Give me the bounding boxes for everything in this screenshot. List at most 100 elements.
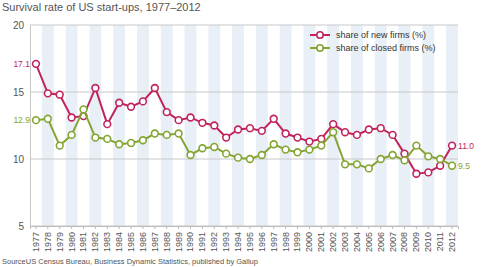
- x-tick-label: 1977: [31, 232, 41, 252]
- x-tick: 1984: [114, 226, 124, 252]
- x-tick: 2011: [435, 226, 445, 251]
- x-tick-label: 1987: [150, 232, 160, 252]
- x-tick-label: 1999: [292, 232, 302, 252]
- x-tick-label: 1998: [280, 232, 290, 252]
- x-tick-mark: [238, 226, 239, 229]
- x-tick: 1995: [245, 226, 255, 252]
- x-tick-label: 1983: [102, 232, 112, 252]
- x-tick-label: 1997: [269, 232, 279, 252]
- marker: [258, 127, 265, 134]
- marker: [235, 154, 242, 161]
- marker: [425, 153, 432, 160]
- y-axis-line: [30, 26, 31, 227]
- legend-marker: [317, 32, 323, 38]
- marker: [187, 114, 194, 121]
- legend-label: share of closed firms (%): [336, 43, 436, 53]
- x-tick: 2012: [447, 226, 457, 252]
- marker: [104, 121, 111, 128]
- legend-marker: [317, 45, 323, 51]
- x-tick-label: 2004: [352, 232, 362, 252]
- x-tick: 2002: [328, 226, 338, 252]
- marker: [354, 131, 361, 138]
- marker: [258, 152, 265, 159]
- marker: [56, 142, 63, 149]
- band: [232, 25, 244, 226]
- marker: [342, 161, 349, 168]
- x-axis-line: [31, 227, 459, 230]
- x-tick-mark: [59, 226, 60, 229]
- marker: [175, 130, 182, 137]
- marker: [199, 145, 206, 152]
- x-tick-mark: [368, 226, 369, 229]
- x-tick-label: 1988: [162, 232, 172, 252]
- band: [422, 25, 434, 226]
- marker: [151, 130, 158, 137]
- x-tick: 1977: [31, 226, 41, 252]
- marker: [128, 103, 135, 110]
- band: [161, 25, 173, 226]
- x-tick-mark: [35, 226, 36, 229]
- marker: [437, 162, 444, 169]
- x-tick-label: 1992: [209, 232, 219, 252]
- marker: [389, 152, 396, 159]
- series-line: [36, 109, 452, 168]
- x-tick: 1981: [78, 226, 88, 252]
- marker: [389, 131, 396, 138]
- marker: [247, 125, 254, 132]
- marker: [282, 146, 289, 153]
- marker: [342, 129, 349, 136]
- title: Survival rate of US start-ups, 1977–2012: [2, 1, 201, 13]
- y-tick: 15: [13, 87, 30, 98]
- band: [113, 25, 125, 226]
- marker: [306, 138, 313, 145]
- band: [446, 25, 458, 226]
- x-tick-label: 2006: [376, 232, 386, 252]
- x-tick-mark: [392, 226, 393, 229]
- y-tick: 5: [18, 221, 30, 232]
- x-tick-label: 2008: [399, 232, 409, 252]
- legend-label: share of new firms (%): [336, 30, 426, 40]
- x-tick-label: 1986: [138, 232, 148, 252]
- marker: [104, 136, 111, 143]
- x-tick: 1980: [66, 226, 76, 252]
- marker: [413, 142, 420, 149]
- marker: [128, 140, 135, 147]
- x-tick-mark: [404, 226, 405, 229]
- marker: [365, 126, 372, 133]
- marker: [140, 98, 147, 105]
- x-tick-mark: [356, 226, 357, 229]
- marker: [175, 117, 182, 124]
- marker: [92, 134, 99, 141]
- x-tick-mark: [380, 226, 381, 229]
- x-tick-label: 1982: [90, 232, 100, 252]
- x-axis: 1977197819791980198119821983198419851986…: [31, 226, 459, 252]
- x-tick: 1992: [209, 226, 219, 252]
- band: [185, 25, 197, 226]
- marker: [413, 170, 420, 177]
- marker: [294, 134, 301, 141]
- x-tick-mark: [166, 226, 167, 229]
- marker: [294, 149, 301, 156]
- x-tick-mark: [142, 226, 143, 229]
- x-tick-mark: [309, 226, 310, 229]
- marker: [425, 169, 432, 176]
- marker: [80, 106, 87, 113]
- band: [399, 25, 411, 226]
- x-tick-label: 1994: [233, 232, 243, 252]
- marker: [56, 91, 63, 98]
- y-tick: 10: [13, 154, 30, 165]
- y-tick-label: 5: [18, 221, 24, 232]
- x-tick: 1983: [102, 226, 112, 252]
- marker: [33, 117, 40, 124]
- x-tick: 2000: [304, 226, 314, 252]
- x-tick-mark: [452, 226, 453, 229]
- x-tick: 2004: [352, 226, 362, 252]
- x-tick-mark: [428, 226, 429, 229]
- x-tick-mark: [297, 226, 298, 229]
- marker: [163, 131, 170, 138]
- x-tick: 1998: [280, 226, 290, 252]
- x-tick: 1993: [221, 226, 231, 252]
- marker: [116, 141, 123, 148]
- x-tick-label: 2001: [316, 232, 326, 252]
- x-tick-mark: [178, 226, 179, 229]
